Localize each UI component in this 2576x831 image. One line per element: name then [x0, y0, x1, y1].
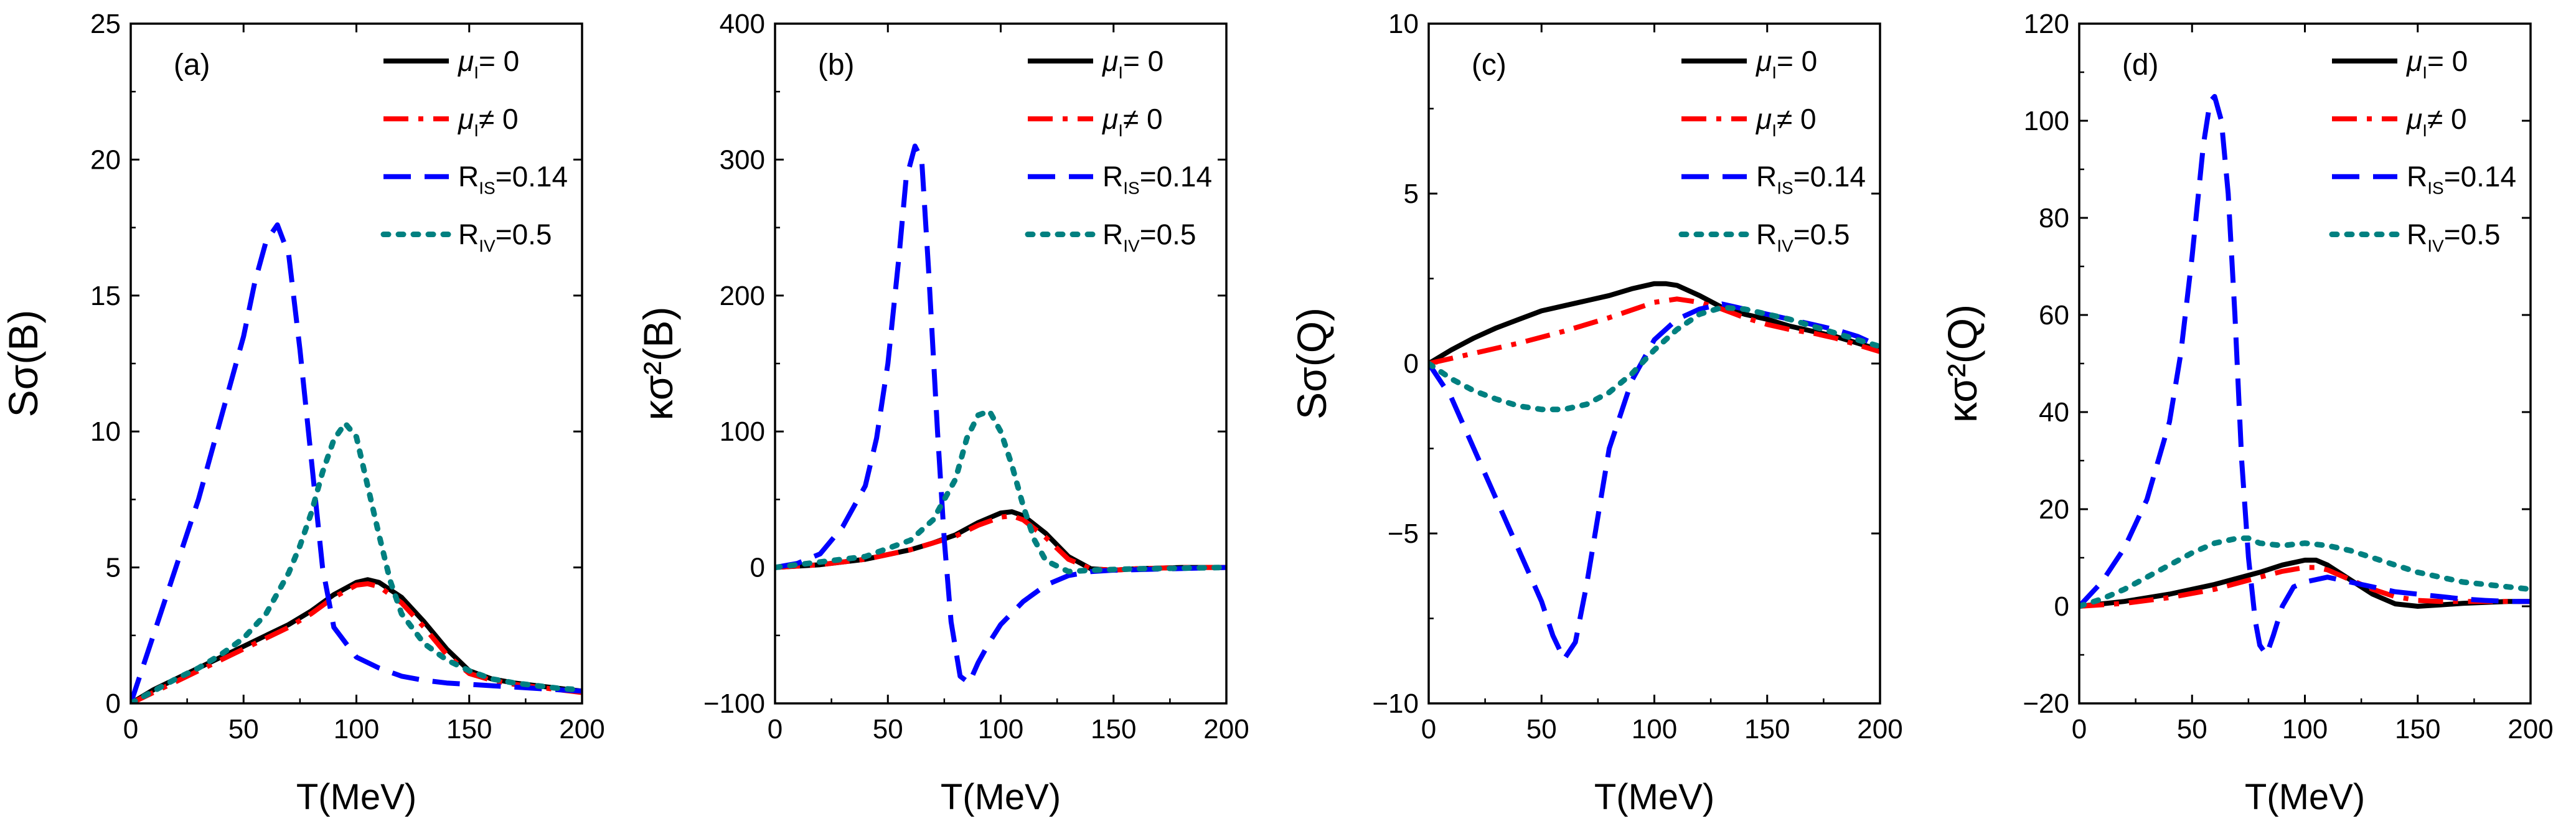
x-tick-label: 50: [1526, 714, 1557, 744]
y-tick-label: 0: [106, 688, 121, 719]
y-tick-label: 120: [2024, 9, 2069, 39]
plot-frame: [129, 22, 583, 705]
legend-label-ris: RIS=0.14: [458, 161, 568, 198]
x-tick-label: 100: [2282, 714, 2328, 744]
y-tick-label: 100: [720, 416, 765, 447]
x-tick-label: 150: [1744, 714, 1790, 744]
series-line-mune0: [2079, 565, 2531, 609]
legend-label-mu0: μI= 0: [1756, 45, 1817, 82]
legend-label-mune0: μI≠ 0: [1756, 103, 1817, 140]
y-tick-label: 0: [1404, 349, 1419, 379]
y-tick-label: 20: [2039, 494, 2069, 525]
legend-label-mune0: μI≠ 0: [2406, 103, 2467, 140]
y-tick-label: −100: [703, 688, 765, 719]
plot-frame: [2078, 22, 2532, 705]
x-tick-label: 50: [228, 714, 259, 744]
x-tick-label: 100: [334, 714, 379, 744]
series-line-riv: [1429, 304, 1880, 413]
y-tick-label: −20: [2023, 688, 2069, 719]
y-tick-label: 400: [720, 9, 765, 39]
y-tick-label: 0: [2054, 591, 2069, 622]
x-tick-label: 0: [1421, 714, 1436, 744]
x-axis-label: T(MeV): [2245, 777, 2365, 817]
chart-panel-c: 0 50 100 150 200 −10 −5 0 5 10 (c) μI= 0 μI≠ 0 RIS=0.…: [1289, 9, 1903, 817]
panel-label: (c): [1472, 49, 1507, 82]
panel-label: (d): [2122, 49, 2159, 82]
y-tick-label: −5: [1388, 519, 1419, 549]
legend-label-mune0: μI≠ 0: [458, 103, 519, 140]
x-axis-label: T(MeV): [941, 777, 1061, 817]
series-line-mune0: [1429, 296, 1880, 366]
legend-label-mu0: μI= 0: [458, 45, 519, 82]
chart-panel-a: 0 50 100 150 200 0 5 10 15 20 25 (a) μI= 0 μI≠ 0 RIS=0…: [0, 9, 605, 817]
x-tick-label: 50: [2177, 714, 2207, 744]
series-line-mu0: [1429, 281, 1880, 366]
legend-label-ris: RIS=0.14: [2407, 161, 2516, 198]
x-tick-label: 0: [123, 714, 138, 744]
plot-frame: [1427, 22, 1881, 705]
series-line-riv: [775, 408, 1226, 575]
legend-label-mu0: μI= 0: [2406, 45, 2468, 82]
y-axis-label: κσ²(B): [635, 307, 681, 421]
series-line-mune0: [775, 513, 1226, 573]
x-tick-label: 150: [2395, 714, 2440, 744]
y-tick-label: 10: [1388, 9, 1419, 39]
series-line-mune0: [131, 581, 582, 703]
y-tick-label: 25: [90, 9, 121, 39]
y-axis-label: Sσ(B): [0, 310, 46, 418]
x-axis-label: T(MeV): [1594, 777, 1714, 817]
x-tick-label: 200: [1857, 714, 1902, 744]
y-tick-label: 60: [2039, 300, 2069, 331]
y-tick-label: 5: [1404, 179, 1419, 209]
y-axis-label: κσ²(Q): [1939, 304, 1985, 423]
x-tick-label: 50: [873, 714, 903, 744]
x-tick-label: 150: [446, 714, 492, 744]
legend-label-mune0: μI≠ 0: [1102, 103, 1163, 140]
series-line-riv: [2079, 535, 2531, 609]
legend-label-ris: RIS=0.14: [1756, 161, 1866, 198]
plot-frame: [774, 22, 1228, 705]
y-tick-label: 40: [2039, 397, 2069, 428]
x-tick-label: 200: [559, 714, 604, 744]
series-line-ris: [2079, 94, 2531, 657]
legend-label-riv: RIV=0.5: [1756, 218, 1850, 256]
panel-label: (b): [818, 49, 855, 82]
y-tick-label: 15: [90, 281, 121, 311]
x-tick-label: 0: [2072, 714, 2087, 744]
x-tick-label: 100: [978, 714, 1023, 744]
legend-label-riv: RIV=0.5: [1102, 218, 1196, 256]
x-axis-label: T(MeV): [296, 777, 416, 817]
series-line-ris: [131, 222, 582, 703]
x-tick-label: 0: [768, 714, 783, 744]
series-line-ris: [1429, 301, 1880, 662]
legend-label-riv: RIV=0.5: [458, 218, 552, 256]
y-tick-label: −10: [1372, 688, 1419, 719]
legend-label-riv: RIV=0.5: [2407, 218, 2501, 256]
x-tick-label: 100: [1632, 714, 1677, 744]
panel-label: (a): [174, 49, 210, 82]
y-tick-label: 5: [106, 553, 121, 583]
y-tick-label: 100: [2024, 106, 2069, 136]
y-tick-label: 10: [90, 416, 121, 447]
y-tick-label: 0: [750, 553, 765, 583]
legend-label-ris: RIS=0.14: [1102, 161, 1212, 198]
x-tick-label: 200: [1203, 714, 1249, 744]
y-axis-label: Sσ(Q): [1289, 308, 1335, 420]
x-tick-label: 150: [1091, 714, 1136, 744]
x-tick-label: 200: [2508, 714, 2553, 744]
series-line-riv: [131, 420, 582, 703]
y-tick-label: 80: [2039, 203, 2069, 233]
series-line-ris: [775, 143, 1226, 686]
y-tick-label: 300: [720, 144, 765, 175]
y-tick-label: 200: [720, 281, 765, 311]
legend-label-mu0: μI= 0: [1102, 45, 1163, 82]
y-tick-label: 20: [90, 144, 121, 175]
